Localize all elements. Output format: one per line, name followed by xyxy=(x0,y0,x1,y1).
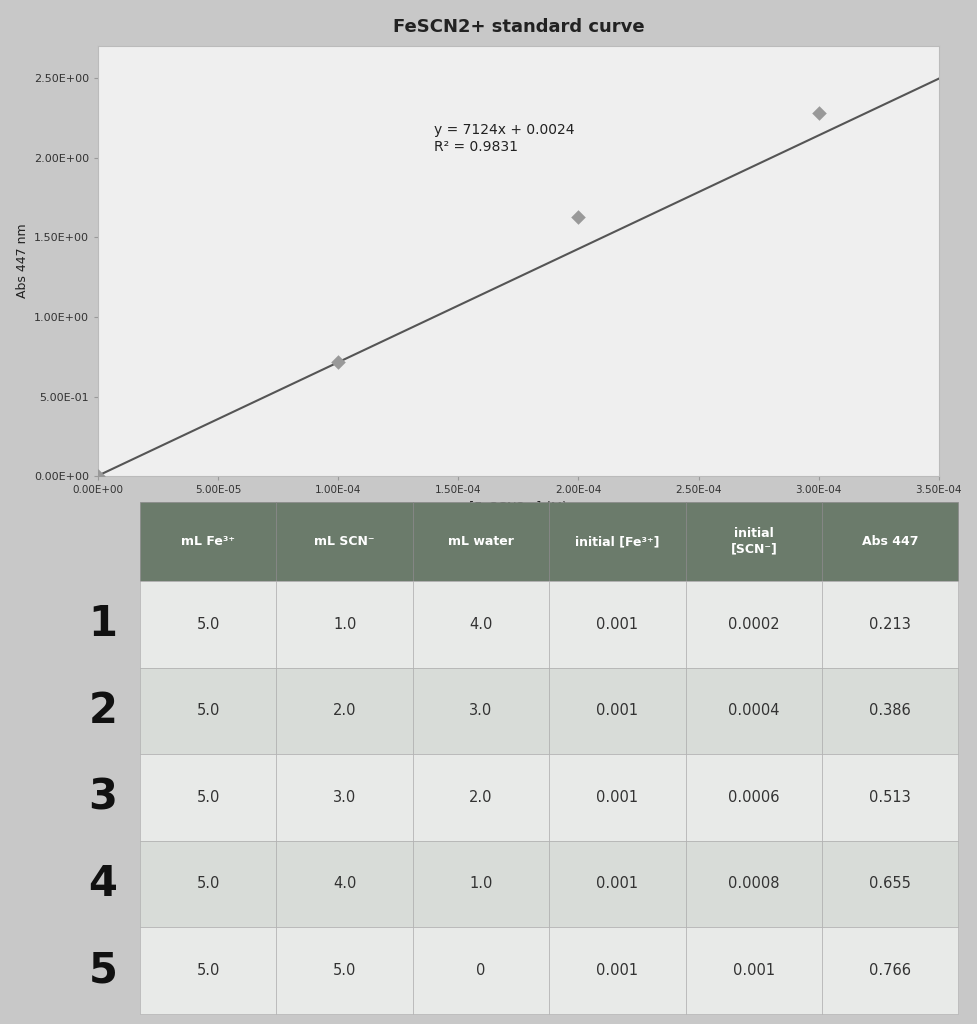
Text: 0.766: 0.766 xyxy=(869,963,911,978)
Text: 5.0: 5.0 xyxy=(332,963,356,978)
Bar xyxy=(685,668,822,754)
Bar xyxy=(685,928,822,1014)
Text: 5.0: 5.0 xyxy=(196,790,220,805)
Title: FeSCN2+ standard curve: FeSCN2+ standard curve xyxy=(392,18,644,36)
Point xyxy=(810,104,826,121)
Bar xyxy=(140,582,276,668)
Text: 0.001: 0.001 xyxy=(732,963,774,978)
Text: 1.0: 1.0 xyxy=(469,877,492,892)
Text: 3: 3 xyxy=(89,776,117,818)
Text: 5.0: 5.0 xyxy=(196,877,220,892)
Bar xyxy=(276,582,412,668)
Text: 2.0: 2.0 xyxy=(332,703,356,719)
Text: 3.0: 3.0 xyxy=(332,790,356,805)
Text: 0.213: 0.213 xyxy=(869,616,911,632)
Bar xyxy=(140,928,276,1014)
Text: 4.0: 4.0 xyxy=(332,877,356,892)
Text: 1.0: 1.0 xyxy=(332,616,356,632)
Bar xyxy=(276,928,412,1014)
Point xyxy=(330,354,346,371)
Text: 3.0: 3.0 xyxy=(469,703,492,719)
Text: 0.0006: 0.0006 xyxy=(727,790,779,805)
Bar xyxy=(412,502,549,582)
Text: 0.0004: 0.0004 xyxy=(727,703,779,719)
Bar xyxy=(140,668,276,754)
Text: 0.386: 0.386 xyxy=(869,703,911,719)
Text: 5.0: 5.0 xyxy=(196,703,220,719)
Text: 4: 4 xyxy=(89,863,117,905)
Point xyxy=(570,209,585,225)
Text: 0: 0 xyxy=(476,963,486,978)
Bar xyxy=(549,582,685,668)
Bar xyxy=(822,754,957,841)
Text: 2: 2 xyxy=(89,690,117,732)
Bar xyxy=(412,841,549,928)
Text: 0.513: 0.513 xyxy=(869,790,911,805)
Text: 0.001: 0.001 xyxy=(596,703,638,719)
Bar xyxy=(549,754,685,841)
Bar xyxy=(140,841,276,928)
Bar xyxy=(685,754,822,841)
Text: Abs 447: Abs 447 xyxy=(861,535,917,548)
Bar xyxy=(276,754,412,841)
Bar xyxy=(685,582,822,668)
Text: 0.001: 0.001 xyxy=(596,877,638,892)
Bar xyxy=(276,668,412,754)
Text: mL water: mL water xyxy=(447,535,514,548)
Text: 5.0: 5.0 xyxy=(196,963,220,978)
Text: 0.001: 0.001 xyxy=(596,963,638,978)
Bar xyxy=(822,841,957,928)
Point xyxy=(90,468,106,484)
Bar xyxy=(685,502,822,582)
Bar xyxy=(822,502,957,582)
Text: initial [Fe³⁺]: initial [Fe³⁺] xyxy=(574,535,659,548)
Text: 5: 5 xyxy=(89,949,117,991)
Text: 0.655: 0.655 xyxy=(869,877,911,892)
Text: 2.0: 2.0 xyxy=(469,790,492,805)
Bar xyxy=(276,841,412,928)
Bar xyxy=(412,582,549,668)
Bar xyxy=(140,754,276,841)
Bar xyxy=(549,841,685,928)
Text: 0.001: 0.001 xyxy=(596,616,638,632)
X-axis label: [FeSCN2+] (M): [FeSCN2+] (M) xyxy=(469,501,567,514)
Bar xyxy=(276,502,412,582)
Text: 1: 1 xyxy=(89,603,117,645)
Bar xyxy=(549,502,685,582)
Text: 0.001: 0.001 xyxy=(596,790,638,805)
Bar xyxy=(822,928,957,1014)
Text: y = 7124x + 0.0024
R² = 0.9831: y = 7124x + 0.0024 R² = 0.9831 xyxy=(434,124,574,154)
Bar xyxy=(412,754,549,841)
Text: initial
[SCN⁻]: initial [SCN⁻] xyxy=(730,527,777,555)
Bar xyxy=(412,928,549,1014)
Bar xyxy=(549,928,685,1014)
Text: 0.0002: 0.0002 xyxy=(727,616,779,632)
Bar xyxy=(822,668,957,754)
Bar xyxy=(412,668,549,754)
Text: mL Fe³⁺: mL Fe³⁺ xyxy=(181,535,235,548)
Bar xyxy=(685,841,822,928)
Text: 5.0: 5.0 xyxy=(196,616,220,632)
Bar xyxy=(140,502,276,582)
Text: mL SCN⁻: mL SCN⁻ xyxy=(314,535,374,548)
Text: 4.0: 4.0 xyxy=(469,616,492,632)
Text: 0.0008: 0.0008 xyxy=(727,877,779,892)
Y-axis label: Abs 447 nm: Abs 447 nm xyxy=(17,224,29,298)
Bar xyxy=(549,668,685,754)
Bar xyxy=(822,582,957,668)
